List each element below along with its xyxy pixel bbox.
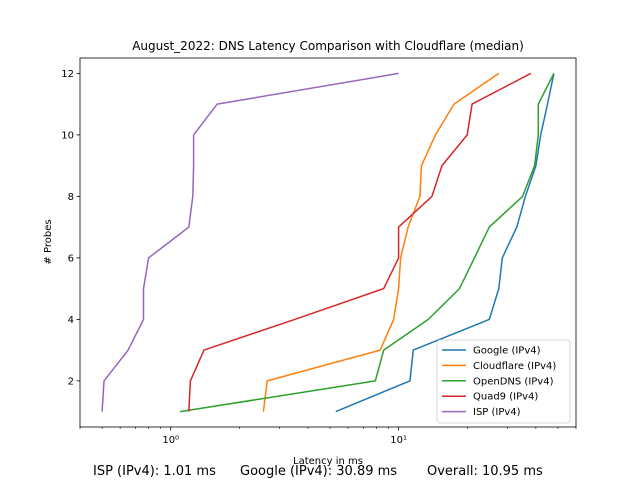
legend-label: OpenDNS (IPv4) [473,376,554,387]
y-axis-label: # Probes [43,219,54,264]
legend-label: Quad9 (IPv4) [473,392,538,403]
series-line-0 [335,73,555,413]
y-tick-label: 2 [68,376,74,387]
plot-frame [79,57,577,428]
axes-layer: 2 4 6 8 10 12 10⁰ 10¹ [61,57,577,446]
series-line-3 [188,72,532,412]
y-tick-label: 6 [68,253,74,264]
legend-label: Cloudflare (IPv4) [473,361,556,372]
legend: Google (IPv4) Cloudflare (IPv4) OpenDNS (I… [436,339,571,424]
footer-google: Google (IPv4): 30.89 ms [240,464,398,479]
footer-isp: ISP (IPv4): 1.01 ms [93,464,216,479]
x-tick-label: 10¹ [390,435,407,446]
legend-label: ISP (IPv4) [473,407,521,418]
y-tick-label: 10 [61,130,74,141]
series-line-4 [101,72,399,412]
series-line-1 [262,72,500,412]
series-line-2 [179,73,555,413]
y-tick-label: 8 [68,192,74,203]
y-tick-label: 12 [61,69,74,80]
footer-overall: Overall: 10.95 ms [427,464,543,479]
series-layer [101,72,555,413]
x-axis-label: Latency in ms [293,456,363,467]
legend-label: Google (IPv4) [473,346,541,357]
legend-box [436,339,571,424]
y-tick-label: 4 [68,315,74,326]
chart-title: August_2022: DNS Latency Comparison with… [132,39,524,53]
x-tick-label: 10⁰ [162,435,179,446]
